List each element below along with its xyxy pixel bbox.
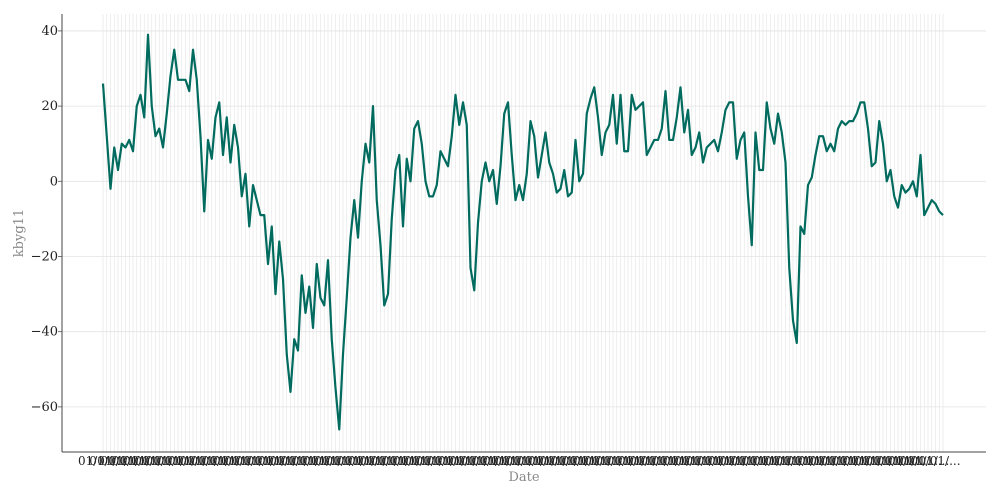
x-tick-label: 01/01/... xyxy=(100,454,150,468)
x-tick-label: 01/01/... xyxy=(145,454,195,468)
x-tick-label: 01/01/... xyxy=(190,454,240,468)
x-tick-label: 01/01/... xyxy=(640,454,690,468)
x-tick-label: 01/01/... xyxy=(472,454,522,468)
x-tick-label: 01/01/... xyxy=(753,454,803,468)
x-tick-label: 01/01/... xyxy=(314,454,364,468)
y-tick-label: 0 xyxy=(50,174,58,189)
x-tick-label: 01/01/... xyxy=(280,454,330,468)
y-tick-label: −20 xyxy=(31,249,58,264)
x-tick-label: 01/01/... xyxy=(505,454,555,468)
x-tick-label: 01/01/... xyxy=(888,454,938,468)
x-tick-label: 01/01/... xyxy=(292,454,342,468)
y-tick-label: −60 xyxy=(31,400,58,415)
x-tick-label: 01/01/... xyxy=(910,454,960,468)
x-tick-label: 01/01/... xyxy=(89,454,139,468)
x-tick-label: 01/01/... xyxy=(708,454,758,468)
x-tick-label: 01/01/... xyxy=(370,454,420,468)
x-tick-label: 01/01/... xyxy=(483,454,533,468)
x-tick-label: 01/01/... xyxy=(899,454,949,468)
x-tick-label: 01/01/... xyxy=(179,454,229,468)
x-tick-label: 01/01/... xyxy=(584,454,634,468)
x-tick-label: 01/01/... xyxy=(652,454,702,468)
x-tick-label: 01/01/... xyxy=(798,454,848,468)
x-tick-label: 01/01/... xyxy=(787,454,837,468)
x-tick-label: 01/01/... xyxy=(348,454,398,468)
x-tick-label: 01/01/... xyxy=(404,454,454,468)
x-tick-label: 01/01/... xyxy=(854,454,904,468)
x-tick-label: 01/01/... xyxy=(775,454,825,468)
x-tick-label: 01/01/... xyxy=(618,454,668,468)
x-tick-label: 01/01/... xyxy=(269,454,319,468)
x-tick-labels: 01/01/...01/01/...01/01/...01/01/...01/0… xyxy=(78,454,961,468)
x-tick-label: 01/01/... xyxy=(235,454,285,468)
x-tick-label: 01/01/... xyxy=(325,454,375,468)
x-tick-label: 01/01/... xyxy=(663,454,713,468)
x-tick-label: 01/01/... xyxy=(730,454,780,468)
x-tick-label: 01/01/... xyxy=(674,454,724,468)
x-tick-label: 01/01/... xyxy=(157,454,207,468)
x-tick-label: 01/01/... xyxy=(202,454,252,468)
x-tick-label: 01/01/... xyxy=(438,454,488,468)
x-tick-label: 01/01/... xyxy=(337,454,387,468)
x-tick-label: 01/01/... xyxy=(629,454,679,468)
x-tick-label: 01/01/... xyxy=(820,454,870,468)
x-tick-label: 01/01/... xyxy=(224,454,274,468)
x-tick-label: 01/01/... xyxy=(697,454,747,468)
x-tick-label: 01/01/... xyxy=(123,454,173,468)
x-tick-label: 01/01/... xyxy=(550,454,600,468)
x-tick-label: 01/01/... xyxy=(607,454,657,468)
x-tick-label: 01/01/... xyxy=(742,454,792,468)
x-tick-label: 01/01/... xyxy=(415,454,465,468)
x-tick-label: 01/01/... xyxy=(865,454,915,468)
x-tick-label: 01/01/... xyxy=(247,454,297,468)
x-tick-label: 01/01/... xyxy=(528,454,578,468)
x-tick-label: 01/01/... xyxy=(112,454,162,468)
x-tick-label: 01/01/... xyxy=(719,454,769,468)
x-tick-label: 01/01/... xyxy=(494,454,544,468)
x-axis-label: Date xyxy=(508,470,539,485)
x-tick-label: 01/01/... xyxy=(359,454,409,468)
x-tick-label: 01/01/... xyxy=(393,454,443,468)
x-tick-label: 01/01/... xyxy=(877,454,927,468)
y-tick-label: −40 xyxy=(31,325,58,340)
x-tick-label: 01/01/... xyxy=(517,454,567,468)
grid-lines xyxy=(62,14,986,452)
x-tick-label: 01/01/... xyxy=(213,454,263,468)
axes xyxy=(58,14,986,453)
x-tick-label: 01/01/... xyxy=(449,454,499,468)
x-tick-label: 01/01/... xyxy=(539,454,589,468)
series-line xyxy=(101,33,944,431)
y-tick-label: 40 xyxy=(41,24,58,39)
x-tick-label: 01/01/... xyxy=(832,454,882,468)
y-tick-label: 20 xyxy=(41,99,58,114)
x-tick-label: 01/01/... xyxy=(764,454,814,468)
x-tick-label: 01/01/... xyxy=(303,454,353,468)
y-tick-labels: 40 20 0 −20 −40 −60 xyxy=(31,24,58,415)
y-axis-label: kbyg11 xyxy=(12,209,27,257)
x-tick-label: 01/01/... xyxy=(573,454,623,468)
x-tick-label: 01/01/... xyxy=(685,454,735,468)
x-tick-label: 01/01/... xyxy=(809,454,859,468)
x-tick-label: 01/01/... xyxy=(595,454,645,468)
x-tick-label: 01/01/... xyxy=(134,454,184,468)
series-group xyxy=(101,33,944,431)
x-tick-label: 01/01/... xyxy=(258,454,308,468)
x-tick-label: 01/01/... xyxy=(78,454,128,468)
x-tick-label: 01/01/... xyxy=(460,454,510,468)
x-tick-label: 01/01/... xyxy=(843,454,893,468)
x-tick-label: 01/01/... xyxy=(382,454,432,468)
x-tick-label: 01/01/... xyxy=(427,454,477,468)
x-tick-label: 01/01/... xyxy=(168,454,218,468)
x-tick-label: 01/01/... xyxy=(562,454,612,468)
